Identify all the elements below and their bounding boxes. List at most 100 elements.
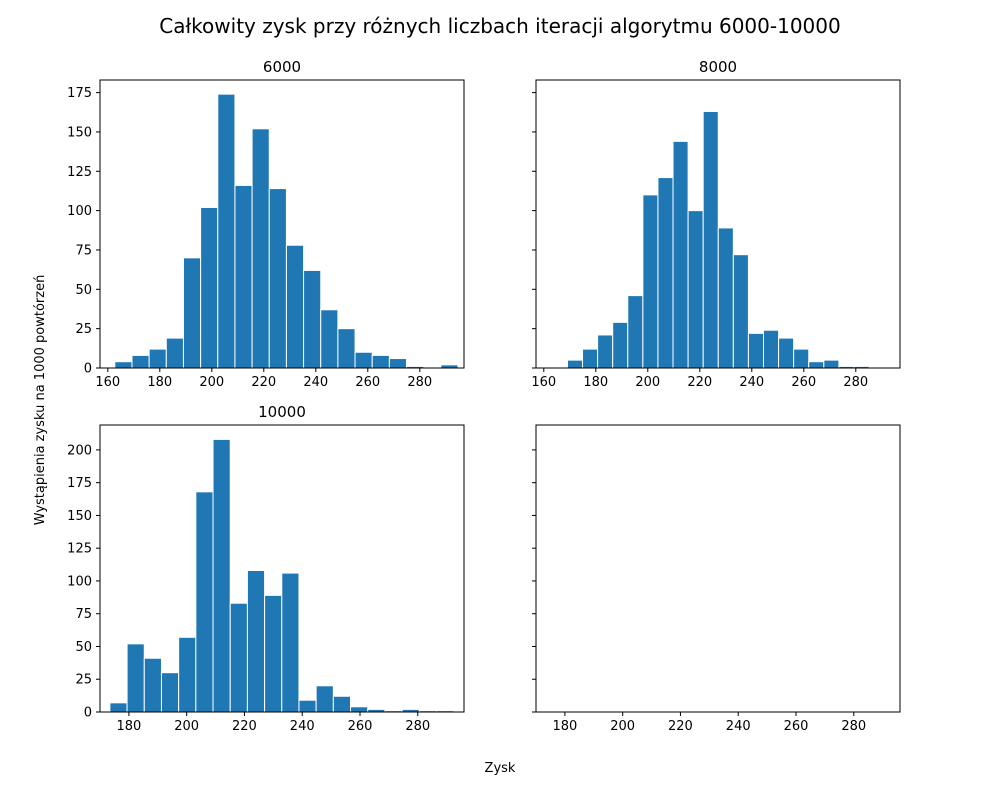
subplot-title: 10000 <box>258 403 306 421</box>
bar-10000-10 <box>281 572 300 713</box>
bar-6000-2 <box>148 348 167 369</box>
plot-frame <box>99 79 465 369</box>
x-tick-label: 280 <box>841 719 866 734</box>
bar-10000-1 <box>126 643 145 713</box>
bar-8000-2 <box>597 334 614 369</box>
bar-6000-9 <box>268 188 287 369</box>
x-axis-label: Zysk <box>485 761 516 776</box>
y-tick-label: 75 <box>75 243 92 258</box>
bar-6000-13 <box>337 328 356 369</box>
bar-6000-4 <box>182 257 202 369</box>
y-tick-label: 100 <box>67 204 92 219</box>
x-tick-label: 160 <box>531 375 556 390</box>
x-tick-label: 180 <box>583 375 608 390</box>
x-tick-label: 200 <box>635 375 660 390</box>
subplot-title: 6000 <box>263 58 301 76</box>
bar-6000-11 <box>303 269 322 369</box>
bar-6000-0 <box>114 361 133 369</box>
figure-title: Całkowity zysk przy różnych liczbach ite… <box>159 14 840 38</box>
bar-6000-6 <box>217 93 236 369</box>
bar-10000-5 <box>195 491 214 713</box>
y-tick-label: 150 <box>67 509 92 524</box>
bar-10000-4 <box>178 636 197 713</box>
bar-6000-12 <box>320 309 339 369</box>
y-tick-label: 50 <box>75 640 92 655</box>
bar-10000-13 <box>332 695 352 713</box>
bar-8000-17 <box>823 359 840 369</box>
bar-10000-8 <box>246 569 266 713</box>
bar-8000-8 <box>687 210 704 369</box>
y-tick-label: 150 <box>67 125 92 140</box>
bar-8000-3 <box>612 321 629 369</box>
subplot-title: 8000 <box>699 58 737 76</box>
bar-10000-0 <box>109 702 128 713</box>
bar-8000-0 <box>566 359 584 369</box>
bar-8000-9 <box>702 110 719 369</box>
bar-6000-5 <box>200 206 219 369</box>
x-tick-label: 200 <box>199 375 224 390</box>
x-tick-label: 180 <box>147 375 172 390</box>
x-tick-label: 220 <box>251 375 276 390</box>
bar-8000-1 <box>582 348 599 369</box>
x-tick-label: 280 <box>407 375 432 390</box>
x-tick-label: 280 <box>405 719 430 734</box>
bar-8000-7 <box>672 140 689 369</box>
y-tick-label: 0 <box>84 706 92 721</box>
x-tick-label: 260 <box>784 719 809 734</box>
y-tick-label: 125 <box>67 542 92 557</box>
x-tick-label: 220 <box>668 719 693 734</box>
bar-6000-3 <box>165 337 184 369</box>
plot-frame <box>99 424 465 713</box>
x-tick-label: 260 <box>791 375 816 390</box>
bar-6000-10 <box>285 244 305 369</box>
x-tick-label: 220 <box>687 375 712 390</box>
y-axis-label: Wystąpienia zysku na 1000 powtórzeń <box>33 275 48 526</box>
bar-10000-6 <box>212 438 231 713</box>
x-tick-label: 240 <box>290 719 315 734</box>
bar-8000-6 <box>657 177 674 369</box>
bar-6000-14 <box>354 351 373 369</box>
y-tick-label: 25 <box>75 322 92 337</box>
bar-10000-7 <box>229 602 248 713</box>
bar-6000-15 <box>371 354 390 369</box>
bar-10000-11 <box>298 699 317 713</box>
subplot-6000: 160 180 200 220 240 260 280 0 25 50 75 100 125 150 175… <box>67 58 465 390</box>
x-tick-label: 200 <box>610 719 635 734</box>
subplot-8000: 160 180 200 220 240 260 280 8000 <box>531 58 901 390</box>
bar-8000-11 <box>732 254 749 369</box>
x-tick-label: 240 <box>726 719 751 734</box>
subplot-10000: 180 200 220 240 260 280 0 25 50 75 100 125 150 175 200… <box>67 403 465 734</box>
bar-6000-1 <box>131 354 150 369</box>
bar-10000-3 <box>160 672 180 713</box>
x-tick-label: 240 <box>739 375 764 390</box>
y-tick-label: 175 <box>67 476 92 491</box>
x-tick-label: 240 <box>303 375 328 390</box>
bar-10000-12 <box>315 685 334 713</box>
x-tick-label: 160 <box>95 375 120 390</box>
y-tick-label: 75 <box>75 607 92 622</box>
y-tick-label: 175 <box>67 86 92 101</box>
y-tick-label: 200 <box>67 443 92 458</box>
x-tick-label: 200 <box>174 719 199 734</box>
bar-6000-8 <box>251 128 270 369</box>
bar-10000-9 <box>264 594 283 713</box>
y-tick-label: 50 <box>75 283 92 298</box>
x-tick-label: 260 <box>355 375 380 390</box>
bar-8000-16 <box>808 361 825 369</box>
plot-frame <box>535 79 901 369</box>
plot-frame <box>535 424 901 713</box>
bar-8000-14 <box>778 337 795 369</box>
x-tick-label: 180 <box>116 719 141 734</box>
y-tick-label: 25 <box>75 673 92 688</box>
y-tick-label: 125 <box>67 165 92 180</box>
y-tick-label: 100 <box>67 574 92 589</box>
bar-8000-15 <box>793 348 810 369</box>
x-tick-label: 220 <box>232 719 257 734</box>
bar-8000-12 <box>747 332 764 369</box>
x-tick-label: 280 <box>843 375 868 390</box>
bar-10000-2 <box>143 657 162 713</box>
bar-10000-14 <box>350 706 369 713</box>
bar-8000-5 <box>642 194 659 369</box>
x-tick-label: 260 <box>348 719 373 734</box>
